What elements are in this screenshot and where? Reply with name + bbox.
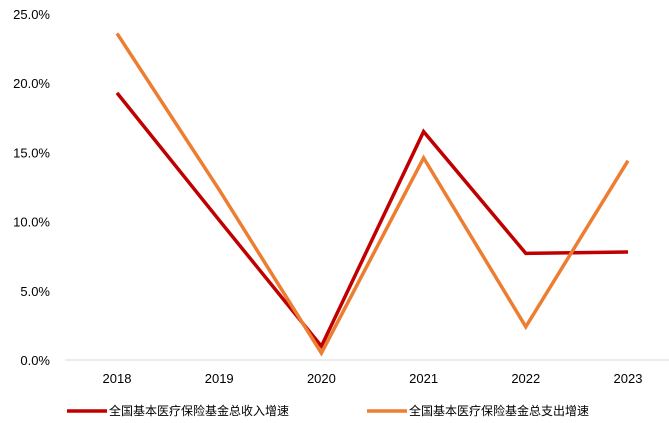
legend: 全国基本医疗保险基金总收入增速 全国基本医疗保险基金总支出增速 [67, 403, 589, 418]
x-tick-label: 2018 [103, 371, 132, 386]
series-line-2 [115, 32, 630, 357]
y-tick-label: 5.0% [20, 284, 50, 299]
legend-label: 全国基本医疗保险基金总支出增速 [409, 403, 589, 418]
x-tick-label: 2023 [614, 371, 643, 386]
x-tick-label: 2019 [205, 371, 234, 386]
y-axis-tick-labels: 0.0% 5.0% 10.0% 15.0% 20.0% 25.0% [13, 7, 50, 368]
series-line-1 [115, 91, 629, 350]
y-tick-label: 25.0% [13, 7, 50, 22]
x-tick-label: 2022 [511, 371, 540, 386]
y-tick-label: 15.0% [13, 145, 50, 160]
x-axis-tick-labels: 2018 2019 2020 2021 2022 2023 [103, 371, 643, 386]
x-tick-label: 2020 [307, 371, 336, 386]
y-tick-label: 20.0% [13, 76, 50, 91]
legend-item-2: 全国基本医疗保险基金总支出增速 [367, 403, 589, 418]
x-tick-label: 2021 [409, 371, 438, 386]
legend-label: 全国基本医疗保险基金总收入增速 [109, 403, 289, 418]
series-lines [115, 32, 630, 357]
legend-item-1: 全国基本医疗保险基金总收入增速 [67, 403, 289, 418]
y-tick-label: 0.0% [20, 353, 50, 368]
y-tick-label: 10.0% [13, 215, 50, 230]
